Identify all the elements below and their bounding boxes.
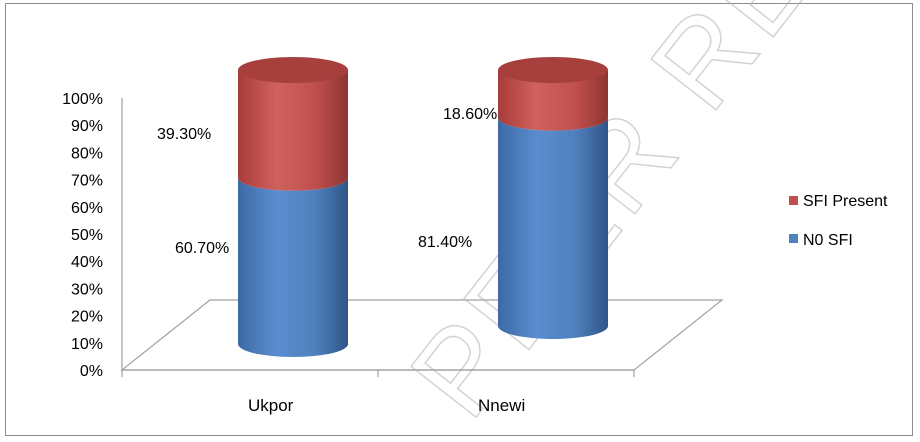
y-tick-label: 30% [71, 281, 103, 298]
data-labels: 60.70% 39.30% 81.40% 18.60% [157, 106, 497, 257]
svg-text:PEER REVIEW: PEER REVIEW [385, 0, 920, 441]
data-label-no-sfi: 81.40% [418, 234, 472, 251]
bar-segment-sfi-present [498, 70, 608, 131]
y-axis-ticks: 0% 10% 20% 30% 40% 50% 60% 70% 80% 90% 100% [62, 91, 103, 380]
y-tick-label: 50% [71, 227, 103, 244]
y-tick-label: 10% [71, 336, 103, 353]
bar-segment-no-sfi [498, 117, 608, 339]
watermark: PEER REVIEW [384, 0, 920, 442]
legend-swatch-no-sfi [789, 234, 798, 243]
y-tick-label: 60% [71, 200, 103, 217]
legend-label-sfi-present: SFI Present [803, 193, 888, 210]
legend-label-no-sfi: N0 SFI [803, 232, 853, 249]
y-tick-label: 90% [71, 118, 103, 135]
y-tick-label: 0% [80, 363, 103, 380]
category-labels: Ukpor Nnewi [248, 396, 525, 415]
y-tick-label: 70% [71, 173, 103, 190]
data-label-sfi-present: 39.30% [157, 126, 211, 143]
bar-top-cap [238, 57, 348, 83]
y-tick-label: 80% [71, 145, 103, 162]
legend-swatch-sfi-present [789, 196, 798, 205]
legend: SFI Present N0 SFI [789, 193, 888, 249]
bar-segment-sfi-present [238, 70, 348, 191]
data-label-sfi-present: 18.60% [443, 106, 497, 123]
y-tick-label: 40% [71, 254, 103, 271]
bar-segment-no-sfi [238, 177, 348, 357]
chart-frame [5, 3, 913, 436]
x-category-label: Ukpor [248, 396, 294, 415]
y-tick-label: 20% [71, 309, 103, 326]
x-axis-line [121, 369, 635, 377]
bars [238, 57, 608, 357]
y-tick-label: 100% [62, 91, 103, 108]
data-label-no-sfi: 60.70% [175, 240, 229, 257]
x-category-label: Nnewi [478, 396, 525, 415]
bar-top-cap [498, 57, 608, 83]
